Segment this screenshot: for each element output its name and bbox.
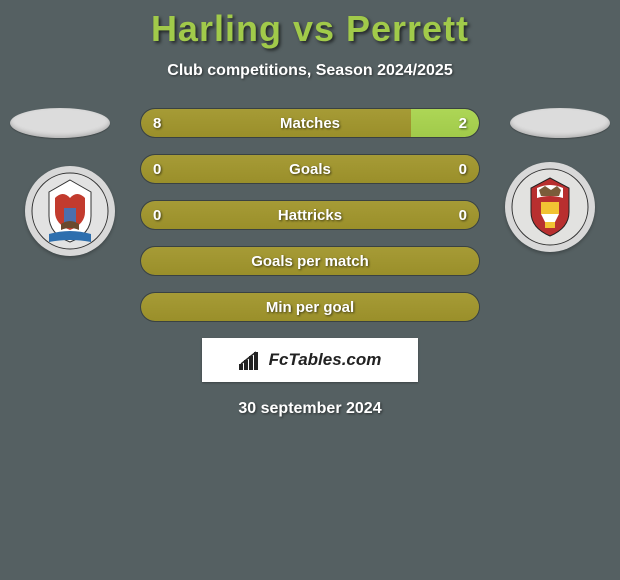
- bar-label: Goals: [141, 155, 479, 183]
- stat-bar: Hattricks0 0: [140, 200, 480, 230]
- branding-box: FcTables.com: [202, 338, 418, 382]
- date-text: 30 september 2024: [0, 400, 620, 418]
- bar-label: Hattricks: [141, 201, 479, 229]
- stat-bar: Goals per match: [140, 246, 480, 276]
- comparison-bars: Matches82Goals00Hattricks00Goals per mat…: [140, 108, 480, 322]
- bar-value-left: 0: [153, 201, 161, 229]
- bar-value-right: 0: [459, 201, 467, 229]
- bar-value-left: 8: [153, 109, 161, 137]
- bars-logo-icon: [239, 350, 263, 370]
- crest-left-icon: [31, 172, 109, 250]
- stat-bar: Goals0 0: [140, 154, 480, 184]
- crest-right-icon: [511, 168, 589, 246]
- stat-bar: Matches8 2: [140, 108, 480, 138]
- subtitle: Club competitions, Season 2024/2025: [0, 62, 620, 80]
- bar-label: Min per goal: [141, 293, 479, 321]
- player-silhouette-left: [10, 108, 110, 138]
- bar-label: Goals per match: [141, 247, 479, 275]
- page-title: Harling vs Perrett: [0, 0, 620, 50]
- bar-value-right: 2: [459, 109, 467, 137]
- bar-label: Matches: [141, 109, 479, 137]
- club-badge-right: [505, 162, 595, 252]
- bar-value-left: 0: [153, 155, 161, 183]
- club-badge-left: [25, 166, 115, 256]
- bar-value-right: 0: [459, 155, 467, 183]
- comparison-panel: Matches82Goals00Hattricks00Goals per mat…: [0, 108, 620, 322]
- player-silhouette-right: [510, 108, 610, 138]
- branding-text: FcTables.com: [269, 350, 382, 370]
- stat-bar: Min per goal: [140, 292, 480, 322]
